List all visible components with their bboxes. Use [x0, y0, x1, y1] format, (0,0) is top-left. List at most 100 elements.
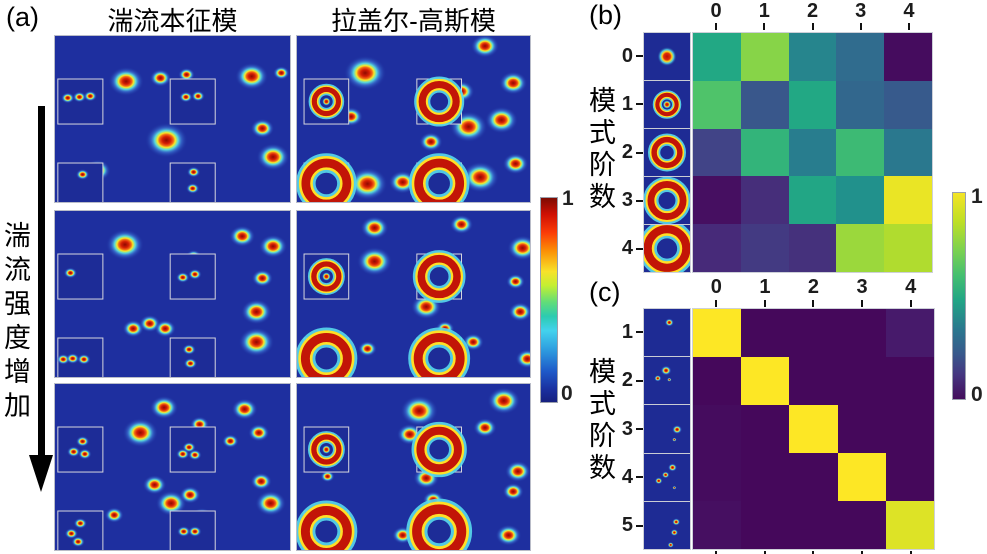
speckle-image: [55, 211, 290, 377]
lg-mode-thumbnail: [644, 33, 690, 81]
heatmap-cell: [693, 453, 742, 501]
heatmap-cell: [693, 33, 741, 81]
heatmap-cell: [693, 224, 741, 272]
eigenmode-thumbnail: [644, 357, 690, 406]
heatmap-cell: [885, 357, 934, 405]
speckle-image: [297, 384, 530, 550]
eigenmode-thumbnail: [644, 406, 690, 454]
heatmap-cell: [836, 80, 885, 129]
down-arrow-line: [38, 106, 45, 458]
y-tick-row: 2: [595, 356, 643, 404]
turbulence-increase-label: 湍流强度增加: [0, 221, 30, 425]
panel-c-ylabel: 模式阶数: [585, 357, 615, 485]
panel-b-heatmap: [692, 32, 933, 273]
heatmap-cell: [836, 128, 885, 177]
heatmap-cell: [884, 224, 932, 272]
y-tick-row: 1: [595, 308, 643, 356]
y-tick-label: 0: [621, 44, 633, 67]
y-tick-label: 1: [621, 92, 633, 115]
x-tick: [692, 300, 741, 307]
lg-mode-thumbnail: [644, 177, 690, 225]
heatmap-cell: [740, 80, 789, 129]
heatmap-cell: [837, 453, 886, 501]
y-tick: [636, 524, 643, 527]
heatmap-cell: [741, 357, 790, 405]
y-tick-label: 4: [621, 237, 633, 260]
panel-c-mode-thumbnails: [643, 308, 691, 550]
panel-a-title-eigenmode: 湍流本征模: [107, 6, 238, 36]
heatmap-cell: [885, 309, 934, 357]
heatmap-cell: [741, 309, 790, 357]
inset-box: [57, 162, 104, 202]
heatmap-cell: [740, 224, 789, 272]
heatmap-cell: [884, 80, 932, 129]
x-tick-label: 1: [759, 276, 771, 298]
x-tick: [692, 551, 741, 554]
y-tick: [636, 151, 643, 154]
speckle-image: [297, 211, 530, 377]
eigenmode-thumbnail: [644, 309, 690, 358]
speckle-image: [55, 36, 290, 202]
heatmap-cell: [789, 357, 838, 405]
y-tick-label: 5: [621, 514, 633, 537]
x-tick-label: 2: [806, 0, 819, 22]
heatmap-cell: [693, 357, 742, 405]
heatmap-cell: [789, 501, 838, 549]
panel-c-bottom-ticks: [692, 551, 935, 554]
heatmap-cell: [884, 33, 932, 81]
heatmap-cell: [788, 128, 837, 177]
heatmap-cell: [788, 176, 837, 225]
panel-b-ylabel: 模式阶数: [585, 86, 615, 214]
viridis-colorbar-min-label: 0: [971, 383, 983, 406]
panel-c-y-tick-labels: 1 2 3 4 5: [595, 308, 643, 550]
speckle-image-block: [296, 383, 531, 551]
panel-c-heatmap: [692, 308, 935, 550]
panel-c-x-ticks: [692, 300, 935, 307]
speckle-image-block: [54, 383, 291, 551]
x-tick-label: 4: [905, 276, 917, 298]
y-tick: [636, 55, 643, 58]
speckle-image: [297, 36, 530, 202]
y-tick: [636, 331, 643, 334]
eigenmode-thumbnail: [644, 454, 690, 502]
x-tick-label: 4: [903, 0, 915, 22]
heatmap-cell: [740, 128, 789, 177]
heatmap-cell: [788, 224, 837, 272]
heatmap-cell: [884, 128, 932, 177]
panel-b-x-tick-labels: 0 1 2 3 4: [692, 1, 933, 21]
x-tick: [885, 23, 933, 30]
y-tick-row: 5: [595, 502, 643, 550]
heatmap-cell: [693, 80, 741, 129]
inset-box: [169, 78, 216, 125]
heatmap-cell: [789, 453, 838, 501]
x-tick: [886, 300, 935, 307]
x-tick: [741, 300, 790, 307]
y-tick-row: 4: [595, 225, 643, 273]
x-tick-label: 0: [710, 276, 722, 298]
heatmap-cell: [837, 357, 886, 405]
heatmap-cell: [789, 405, 838, 453]
down-arrow-head-icon: [29, 455, 53, 492]
speckle-image-block: [296, 210, 531, 378]
heatmap-cell: [836, 33, 885, 81]
y-tick-row: 2: [595, 128, 643, 176]
heatmap-cell: [837, 405, 886, 453]
speckle-image-block: [54, 210, 291, 378]
viridis-colorbar-max-label: 1: [971, 185, 983, 208]
panel-c-label: (c): [589, 277, 621, 307]
x-tick-label: 3: [855, 0, 867, 22]
lg-mode-thumbnail: [644, 129, 690, 177]
eigenmode-thumbnail: [644, 502, 690, 549]
heatmap-cell: [693, 309, 742, 357]
panel-b-y-tick-labels: 0 1 2 3 4: [595, 32, 643, 273]
y-tick-row: 3: [595, 177, 643, 225]
x-tick: [740, 23, 788, 30]
heatmap-cell: [837, 309, 886, 357]
jet-colorbar: [540, 197, 558, 403]
x-tick: [837, 23, 885, 30]
y-tick: [636, 476, 643, 479]
lg-mode-thumbnail: [644, 225, 690, 272]
x-tick: [838, 300, 887, 307]
y-tick: [636, 379, 643, 382]
